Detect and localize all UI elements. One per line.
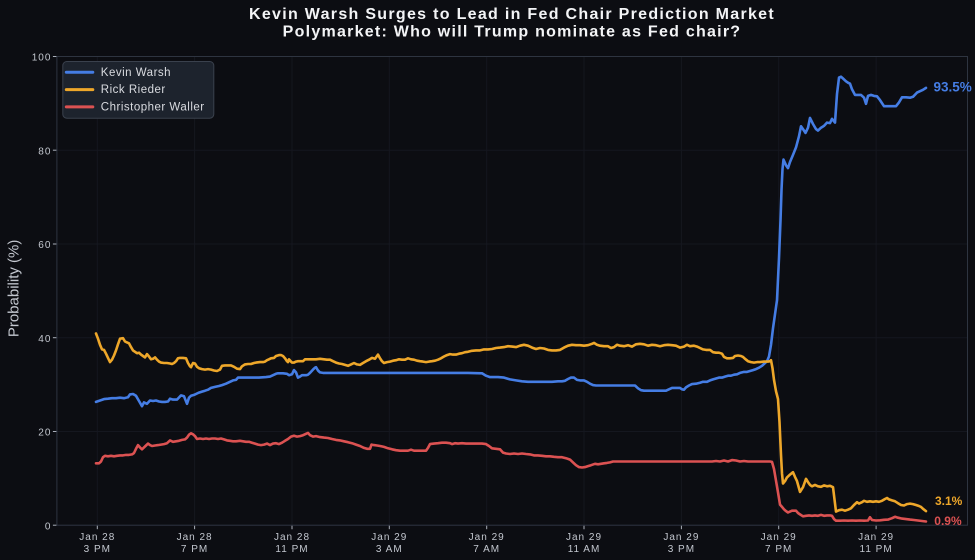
svg-text:Rick Rieder: Rick Rieder (101, 84, 166, 96)
svg-text:3 PM: 3 PM (84, 544, 111, 555)
svg-text:7 PM: 7 PM (181, 544, 208, 555)
svg-text:Polymarket: Who will Trump nom: Polymarket: Who will Trump nominate as F… (283, 24, 742, 41)
svg-text:3.1%: 3.1% (935, 494, 963, 508)
svg-text:Jan 29: Jan 29 (566, 532, 602, 543)
svg-text:11 PM: 11 PM (275, 544, 308, 555)
svg-text:7 PM: 7 PM (765, 544, 792, 555)
svg-text:3 PM: 3 PM (668, 544, 695, 555)
svg-text:Jan 28: Jan 28 (274, 532, 310, 543)
svg-text:0: 0 (45, 521, 52, 532)
svg-text:100: 100 (32, 53, 52, 64)
svg-text:11 PM: 11 PM (860, 544, 893, 555)
svg-text:40: 40 (38, 334, 51, 345)
svg-text:Jan 29: Jan 29 (663, 532, 699, 543)
svg-text:Kevin Warsh Surges to Lead in: Kevin Warsh Surges to Lead in Fed Chair … (249, 6, 775, 23)
svg-text:Jan 28: Jan 28 (177, 532, 213, 543)
svg-text:0.9%: 0.9% (934, 514, 962, 528)
svg-text:Kevin Warsh: Kevin Warsh (101, 67, 171, 79)
svg-text:Christopher Waller: Christopher Waller (101, 101, 205, 113)
svg-text:93.5%: 93.5% (934, 80, 972, 95)
svg-text:Jan 29: Jan 29 (761, 532, 797, 543)
svg-text:Jan 28: Jan 28 (79, 532, 115, 543)
svg-text:Jan 29: Jan 29 (858, 532, 894, 543)
svg-text:Jan 29: Jan 29 (469, 532, 505, 543)
svg-text:20: 20 (38, 428, 51, 439)
svg-text:80: 80 (38, 146, 51, 157)
svg-text:60: 60 (38, 240, 51, 251)
svg-text:Jan 29: Jan 29 (371, 532, 407, 543)
svg-text:Probability (%): Probability (%) (6, 240, 23, 338)
svg-text:3 AM: 3 AM (376, 544, 403, 555)
svg-text:7 AM: 7 AM (473, 544, 500, 555)
svg-text:11 AM: 11 AM (568, 544, 601, 555)
